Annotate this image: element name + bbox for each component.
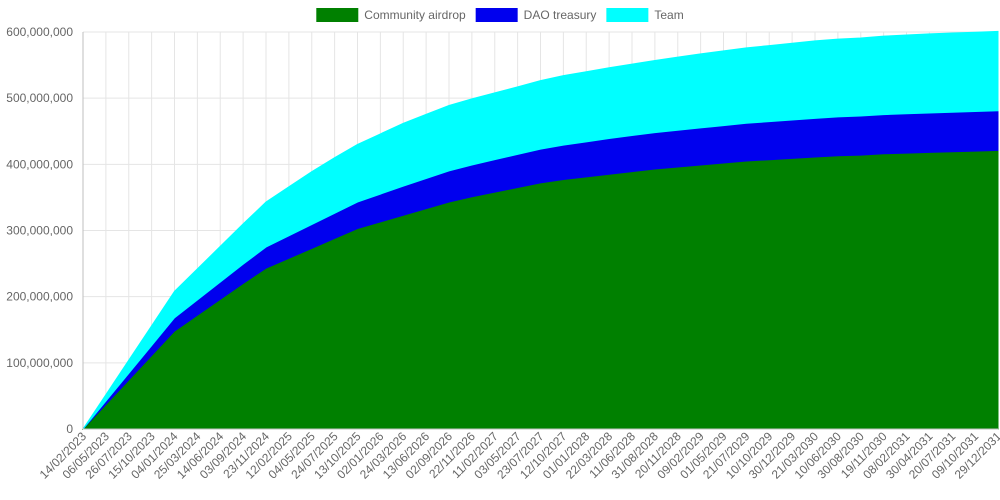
y-tick-label: 0 bbox=[66, 422, 73, 436]
y-tick-label: 100,000,000 bbox=[6, 356, 73, 370]
y-tick-label: 300,000,000 bbox=[6, 224, 73, 238]
legend-swatch bbox=[316, 8, 359, 22]
x-axis-ticks: 14/02/202306/05/202326/07/202315/10/2023… bbox=[37, 429, 1000, 482]
y-tick-label: 500,000,000 bbox=[6, 91, 73, 105]
legend: Community airdrop DAO treasury Team bbox=[316, 8, 684, 22]
y-axis-ticks: 0 100,000,000 200,000,000 300,000,000 400,00… bbox=[6, 25, 73, 436]
legend-label: Community airdrop bbox=[364, 8, 466, 22]
legend-label: DAO treasury bbox=[524, 8, 597, 22]
legend-label: Team bbox=[654, 8, 683, 22]
axes bbox=[82, 32, 998, 430]
legend-item-1[interactable]: DAO treasury bbox=[475, 8, 597, 22]
y-tick-label: 600,000,000 bbox=[6, 25, 73, 39]
legend-item-2[interactable]: Team bbox=[606, 8, 684, 22]
legend-swatch bbox=[475, 8, 518, 22]
legend-item-0[interactable]: Community airdrop bbox=[316, 8, 466, 22]
series-areas bbox=[81, 30, 999, 430]
y-tick-label: 400,000,000 bbox=[6, 157, 73, 171]
legend-swatch bbox=[606, 8, 649, 22]
y-tick-label: 200,000,000 bbox=[6, 290, 73, 304]
series-area-2 bbox=[82, 30, 999, 430]
